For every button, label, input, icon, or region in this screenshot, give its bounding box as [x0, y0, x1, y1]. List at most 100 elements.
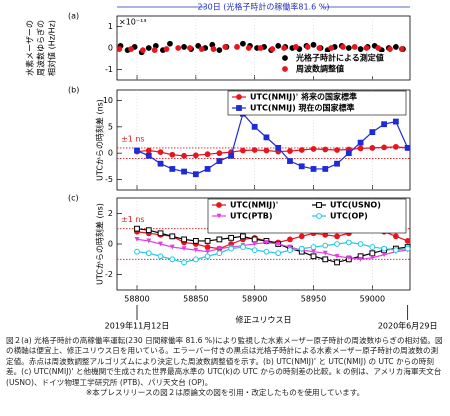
- figure: (a) 水素メーザーの 周波数ゆらぎの 相対値 (Hz/Hz) -1 0 1 ×10⁻¹³ 23…: [25, 2, 438, 331]
- marker: [346, 255, 352, 261]
- y-tick-label: 5: [108, 122, 113, 131]
- marker: [369, 129, 376, 136]
- marker: [151, 47, 158, 54]
- marker: [345, 239, 352, 246]
- marker: [216, 47, 223, 54]
- legend-box: [227, 90, 407, 116]
- marker: [228, 245, 235, 252]
- legend-label: 光格子時計による測定値: [295, 53, 384, 63]
- marker: [134, 225, 140, 232]
- marker: [392, 118, 399, 125]
- marker: [322, 256, 329, 263]
- marker: [251, 247, 258, 254]
- y-tick-label: 0: [108, 240, 113, 249]
- marker: [357, 139, 364, 146]
- marker: [216, 236, 223, 243]
- marker: [322, 242, 329, 249]
- marker: [304, 44, 311, 50]
- marker: [363, 45, 370, 51]
- marker: [334, 160, 340, 167]
- marker: [163, 46, 170, 52]
- marker: [216, 158, 223, 164]
- marker: [316, 202, 322, 208]
- marker: [145, 45, 152, 51]
- marker: [345, 45, 352, 51]
- marker: [351, 44, 358, 50]
- marker: [316, 45, 323, 51]
- y-axis-label: 相対値 (Hz/Hz): [47, 20, 57, 76]
- y-tick-label: 2: [108, 209, 113, 218]
- marker: [228, 152, 235, 159]
- marker: [292, 44, 299, 50]
- legend-label: UTC(PTB): [230, 212, 273, 221]
- marker: [287, 158, 293, 164]
- marker: [195, 42, 202, 49]
- marker: [204, 244, 211, 250]
- date-label: 2019年11月12日: [105, 321, 170, 331]
- marker: [236, 94, 242, 100]
- marker: [240, 233, 246, 240]
- marker: [210, 46, 217, 52]
- marker: [169, 166, 176, 172]
- x-tick-label: 58900: [242, 295, 267, 304]
- marker: [287, 247, 293, 254]
- marker: [269, 46, 276, 52]
- marker: [287, 236, 293, 243]
- y-tick-label: 1: [108, 22, 113, 31]
- marker: [369, 144, 376, 151]
- marker: [198, 46, 205, 52]
- y-tick-label: 0: [108, 44, 113, 53]
- marker: [216, 250, 223, 257]
- x-axis-label: 修正ユリウス日: [236, 315, 292, 325]
- marker: [340, 44, 346, 50]
- marker: [251, 236, 258, 243]
- marker: [369, 250, 376, 257]
- x-tick-label: 58800: [124, 295, 149, 304]
- marker: [157, 230, 164, 237]
- marker: [181, 246, 187, 251]
- marker: [157, 149, 164, 156]
- marker: [334, 147, 340, 153]
- marker: [310, 146, 317, 152]
- marker: [358, 256, 363, 262]
- marker: [251, 123, 258, 130]
- marker: [139, 47, 146, 54]
- marker: [145, 250, 152, 257]
- marker: [404, 144, 411, 151]
- marker: [334, 253, 340, 259]
- marker: [334, 241, 340, 247]
- marker: [369, 244, 376, 250]
- caption: 図２(a) 光格子時計の高稼働率運転(230 日間稼働率 81.6 %)により監…: [6, 336, 443, 387]
- marker: [252, 241, 258, 247]
- marker: [222, 44, 229, 50]
- reference-label: ±1 ns: [121, 215, 145, 224]
- marker: [145, 152, 152, 159]
- marker: [398, 46, 405, 52]
- marker: [134, 147, 140, 154]
- marker: [328, 45, 335, 51]
- marker: [216, 202, 222, 208]
- marker: [381, 121, 388, 128]
- marker: [236, 105, 242, 111]
- marker: [310, 253, 317, 260]
- marker: [357, 145, 364, 152]
- marker: [134, 248, 140, 255]
- legend-label: 周波数調整値: [296, 64, 344, 74]
- y-axis-label: 周波数ゆらぎの: [36, 20, 46, 76]
- marker: [322, 250, 328, 256]
- y-tick-label: 10: [103, 96, 113, 105]
- marker: [193, 247, 199, 253]
- marker: [392, 44, 399, 50]
- marker: [181, 152, 187, 159]
- marker: [240, 244, 246, 250]
- legend-box: [274, 52, 406, 76]
- marker: [392, 233, 399, 240]
- marker: [322, 146, 329, 153]
- caption-block: 図２(a) 光格子時計の高稼働率運転(230 日間稼働率 81.6 %)により監…: [6, 336, 444, 399]
- marker: [275, 250, 282, 257]
- marker: [275, 42, 282, 49]
- marker: [181, 259, 187, 266]
- marker: [167, 40, 173, 47]
- marker: [281, 45, 287, 51]
